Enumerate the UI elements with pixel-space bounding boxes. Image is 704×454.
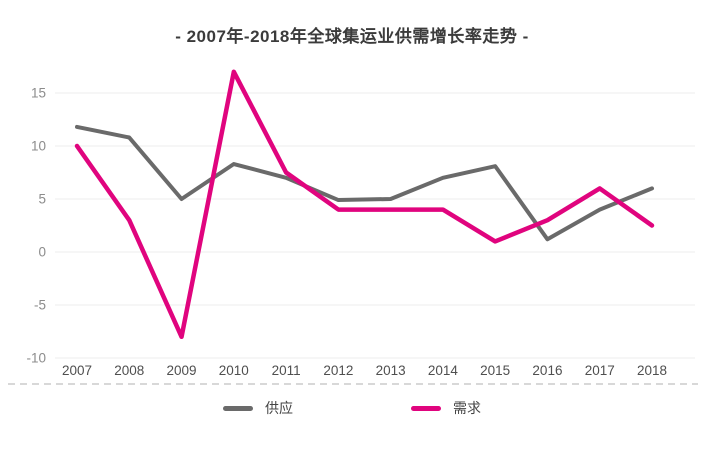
x-tick-label: 2013 bbox=[376, 363, 406, 378]
x-tick-label: 2008 bbox=[114, 363, 144, 378]
legend-item-0: 供应 bbox=[223, 398, 293, 418]
series-line-1 bbox=[74, 69, 655, 340]
series-line-0 bbox=[75, 124, 654, 242]
legend-swatch-0 bbox=[223, 405, 253, 411]
x-tick-label: 2010 bbox=[219, 363, 249, 378]
x-tick-label: 2016 bbox=[532, 363, 562, 378]
x-tick-label: 2009 bbox=[167, 363, 197, 378]
legend: 供应 需求 bbox=[0, 398, 704, 418]
chart-title: - 2007年-2018年全球集运业供需增长率走势 - bbox=[175, 27, 529, 46]
y-tick-label: 10 bbox=[31, 139, 46, 154]
legend-label-1: 需求 bbox=[453, 400, 481, 416]
y-tick-label: 5 bbox=[38, 192, 46, 207]
y-tick-label: -10 bbox=[26, 351, 46, 366]
legend-swatch-1 bbox=[411, 405, 441, 411]
x-tick-label: 2018 bbox=[637, 363, 667, 378]
x-tick-label: 2015 bbox=[480, 363, 510, 378]
x-tick-label: 2007 bbox=[62, 363, 92, 378]
x-tick-label: 2017 bbox=[585, 363, 615, 378]
y-tick-label: 0 bbox=[38, 245, 46, 260]
y-tick-label: -5 bbox=[34, 298, 46, 313]
x-tick-label: 2014 bbox=[428, 363, 459, 378]
x-tick-label: 2012 bbox=[323, 363, 353, 378]
y-tick-label: 15 bbox=[31, 86, 46, 101]
legend-item-1: 需求 bbox=[411, 398, 481, 418]
x-tick-label: 2011 bbox=[272, 363, 301, 378]
legend-label-0: 供应 bbox=[265, 400, 293, 416]
